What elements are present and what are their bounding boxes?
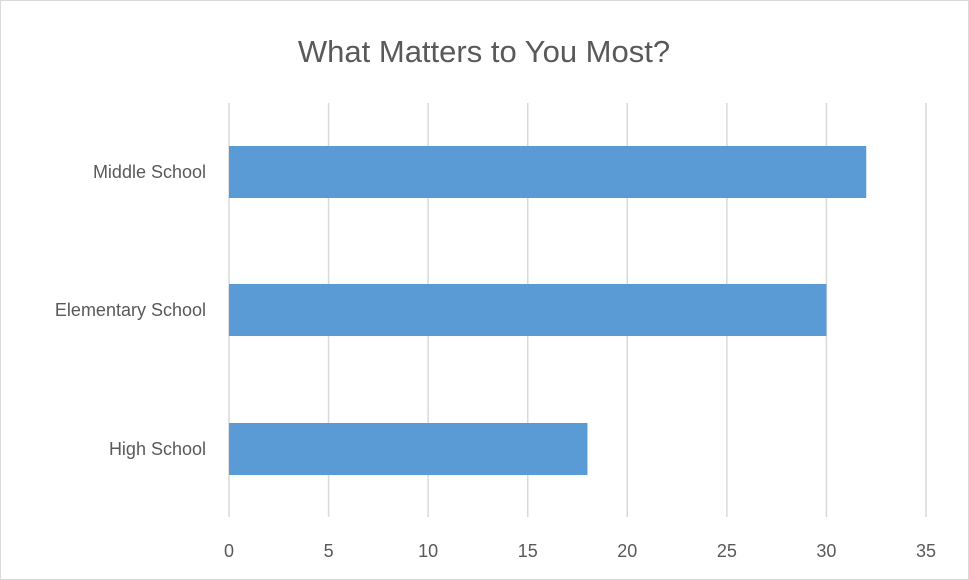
bar-elementary-school: [229, 284, 827, 336]
bars: [229, 146, 867, 475]
category-labels: Middle School Elementary School High Schoo…: [55, 162, 206, 459]
bar-high-school: [229, 423, 588, 475]
x-tick-label: 35: [916, 541, 936, 561]
x-tick-label: 30: [816, 541, 836, 561]
chart-title: What Matters to You Most?: [298, 34, 670, 69]
x-tick-label: 15: [518, 541, 538, 561]
x-tick-label: 25: [717, 541, 737, 561]
category-label: Elementary School: [55, 300, 206, 320]
x-tick-label: 0: [224, 541, 234, 561]
category-label: Middle School: [93, 162, 206, 182]
x-tick-label: 20: [617, 541, 637, 561]
category-label: High School: [109, 439, 206, 459]
x-tick-label: 10: [418, 541, 438, 561]
x-axis-tick-labels: 0 5 10 15 20 25 30 35: [224, 541, 936, 561]
x-tick-label: 5: [324, 541, 334, 561]
bar-middle-school: [229, 146, 867, 198]
